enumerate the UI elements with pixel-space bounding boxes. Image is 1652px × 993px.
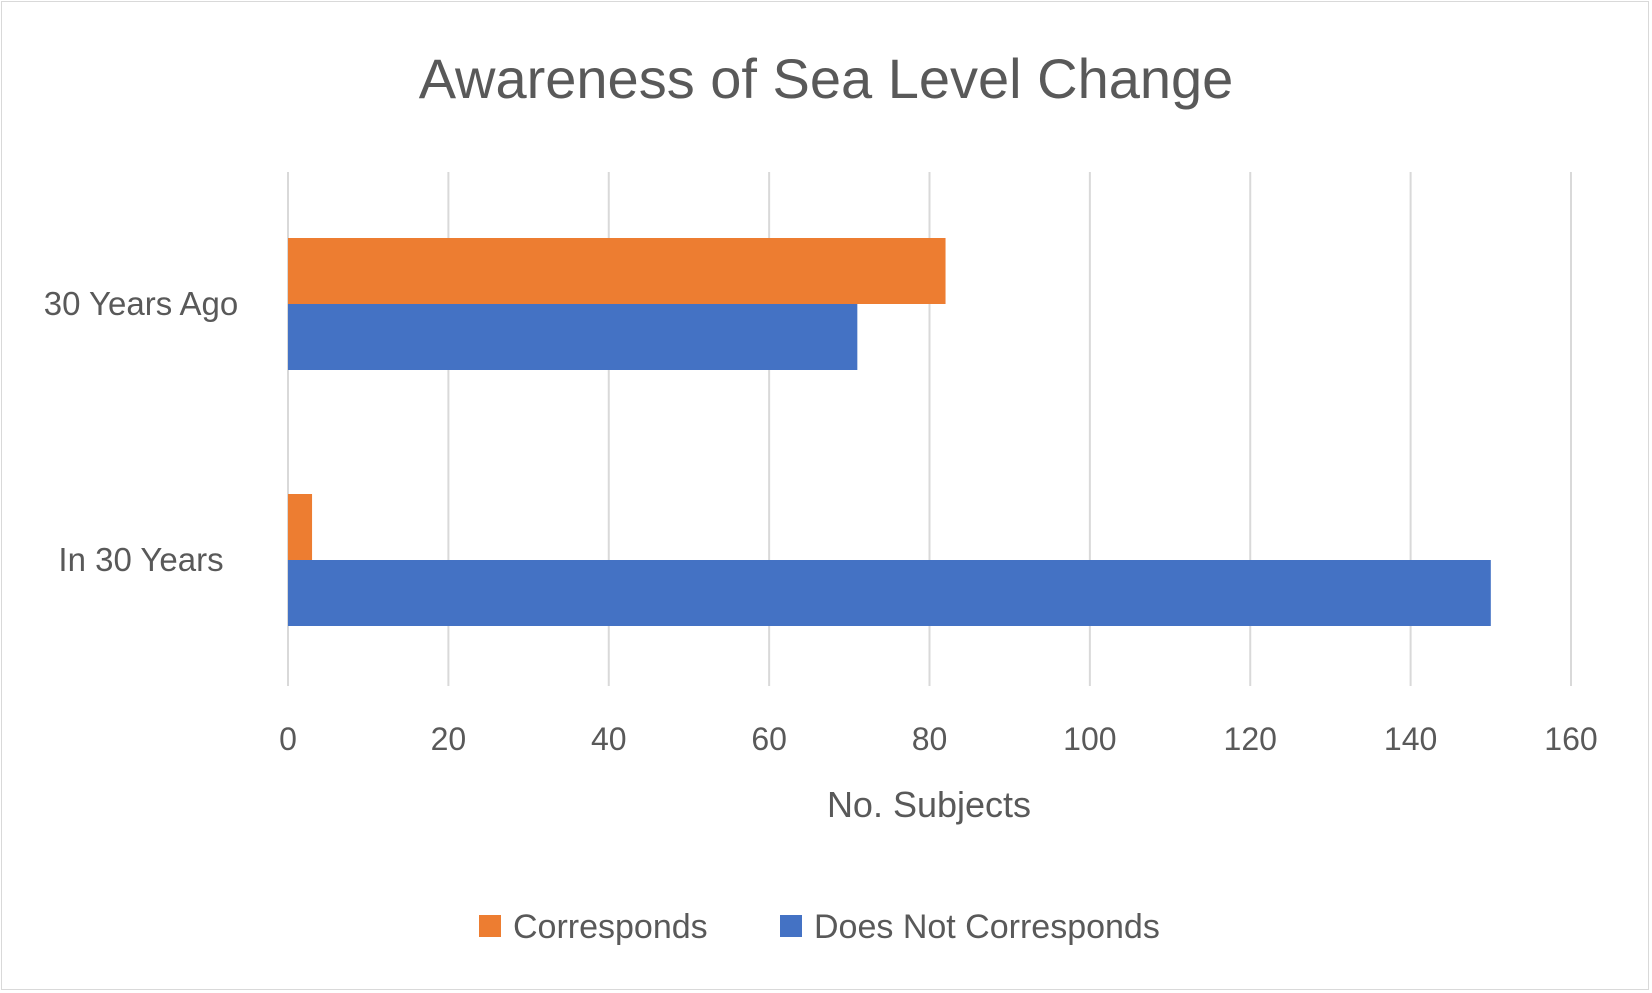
y-axis-categories: 30 Years Ago In 30 Years bbox=[44, 285, 239, 578]
legend: Corresponds Does Not Corresponds bbox=[479, 908, 1160, 946]
x-tick-label: 40 bbox=[591, 721, 627, 757]
x-tick-label: 20 bbox=[431, 721, 467, 757]
x-axis-title: No. Subjects bbox=[827, 784, 1031, 825]
x-tick-label: 120 bbox=[1224, 721, 1277, 757]
x-tick-label: 100 bbox=[1063, 721, 1116, 757]
x-tick-label: 140 bbox=[1384, 721, 1437, 757]
x-tick-label: 60 bbox=[751, 721, 787, 757]
bar-0-0 bbox=[288, 238, 946, 304]
x-tick-label: 0 bbox=[279, 721, 297, 757]
bar-1-0 bbox=[288, 304, 858, 370]
bar-0-1 bbox=[288, 494, 313, 560]
category-label: In 30 Years bbox=[58, 541, 223, 578]
category-label: 30 Years Ago bbox=[44, 285, 239, 322]
legend-label: Does Not Corresponds bbox=[814, 908, 1160, 946]
x-axis-ticks: 0 20 40 60 80 100 120 140 160 bbox=[279, 721, 1598, 757]
legend-label: Corresponds bbox=[513, 908, 708, 946]
x-tick-label: 160 bbox=[1544, 721, 1597, 757]
chart-title: Awareness of Sea Level Change bbox=[419, 47, 1234, 110]
legend-swatch bbox=[780, 915, 802, 937]
x-tick-label: 80 bbox=[912, 721, 948, 757]
legend-swatch bbox=[479, 915, 501, 937]
bars bbox=[288, 238, 1491, 626]
bar-1-1 bbox=[288, 560, 1491, 626]
